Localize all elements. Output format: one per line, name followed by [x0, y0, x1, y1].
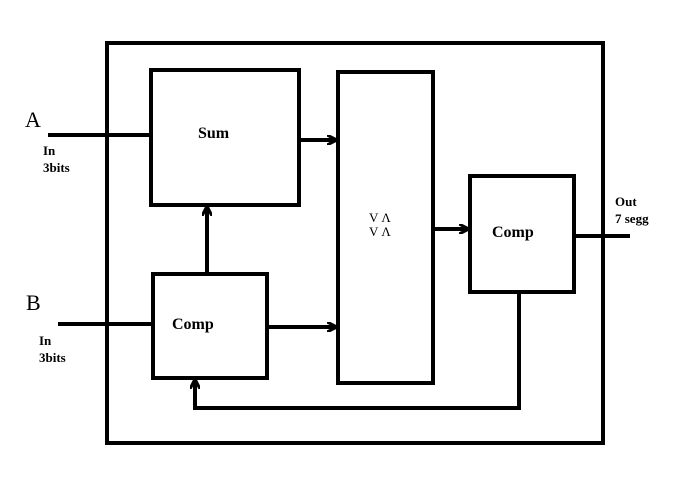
- sum-block: [149, 68, 301, 207]
- input-a-desc-line2: 3bits: [43, 160, 70, 175]
- mux-label-line1: V Λ: [369, 210, 391, 225]
- comp-right-label: Comp: [492, 224, 534, 241]
- output-desc-line1: Out: [615, 194, 637, 209]
- sum-label: Sum: [198, 125, 230, 142]
- system-enclosure: [105, 41, 605, 445]
- feedback-arrow: [195, 292, 521, 410]
- input-b-label: B: [26, 290, 41, 315]
- input-a-desc-line1: In: [43, 143, 56, 158]
- output-desc-line2: 7 segg: [615, 211, 649, 226]
- mux-label-line2: V Λ: [369, 224, 391, 239]
- comp-left-label: Comp: [172, 316, 214, 333]
- input-a-label: A: [25, 107, 41, 132]
- input-b-desc-line1: In: [39, 333, 52, 348]
- input-b-desc-line2: 3bits: [39, 350, 66, 365]
